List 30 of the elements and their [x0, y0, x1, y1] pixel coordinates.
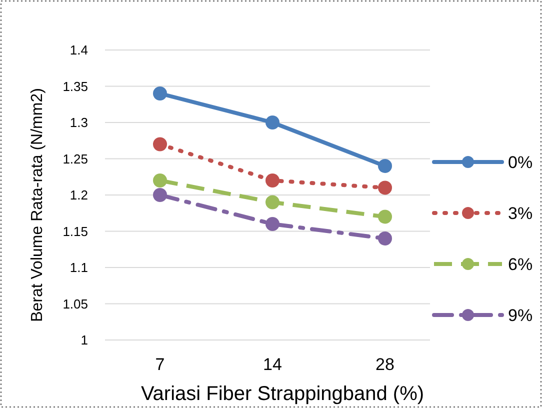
x-tick-label: 14	[263, 355, 282, 374]
point	[266, 116, 280, 130]
y-tick-label: 1.25	[62, 151, 88, 166]
point	[153, 86, 167, 100]
y-tick-label: 1.05	[62, 296, 88, 312]
y-tick-label: 1.15	[62, 224, 88, 239]
y-tick-label: 1.2	[70, 188, 88, 203]
y-tick-label: 1.35	[62, 78, 88, 94]
point	[378, 180, 392, 195]
x-axis-title: Variasi Fiber Strappingband (%)	[140, 383, 424, 405]
y-tick-label: 1.4	[70, 42, 88, 58]
y-axis-title: Berat Volume Rata-rata (N/mm2)	[29, 88, 46, 322]
point	[266, 217, 280, 231]
x-tick-label: 28	[376, 355, 394, 374]
y-tick-label: 1.3	[70, 115, 88, 130]
legend-label: 0%	[508, 152, 533, 172]
point	[266, 174, 280, 188]
legend-label: 3%	[508, 204, 533, 223]
point	[378, 232, 392, 246]
y-tick-label: 1.1	[70, 260, 88, 276]
legend-label: 6%	[508, 254, 533, 274]
y-tick-label: 1	[80, 332, 88, 348]
point	[153, 174, 167, 188]
point	[153, 188, 167, 202]
x-tick-label: 7	[155, 355, 165, 374]
point	[266, 195, 280, 210]
point	[153, 137, 167, 152]
point	[378, 210, 392, 224]
point	[378, 159, 392, 173]
legend-label: 9%	[508, 306, 533, 325]
